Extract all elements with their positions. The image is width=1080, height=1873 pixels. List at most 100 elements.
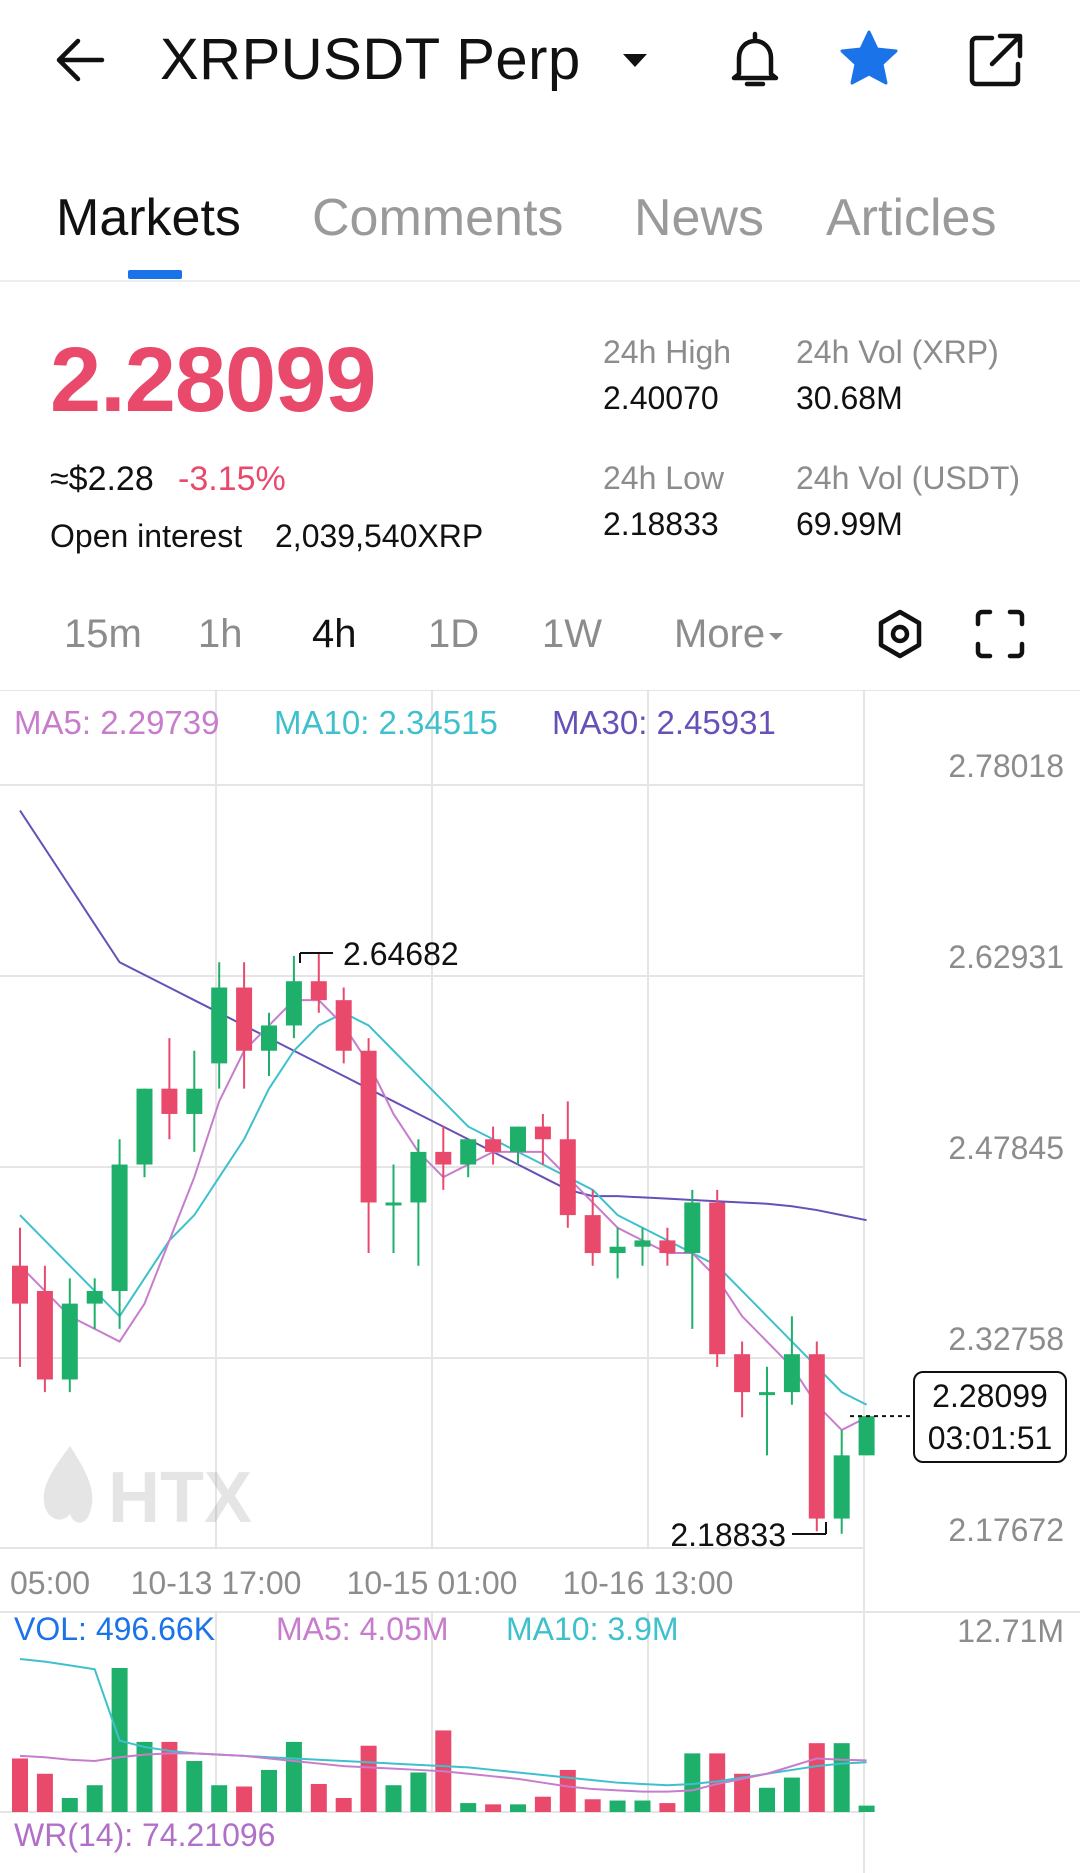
wr-legend: WR(14): 74.21096 — [14, 1817, 276, 1853]
24h-vol-xrp-label: 24h Vol (XRP) — [796, 334, 999, 370]
interval-1h[interactable]: 1h — [198, 612, 243, 656]
candle — [808, 1341, 825, 1532]
volume-bar — [211, 1785, 228, 1812]
candle-body — [734, 1354, 751, 1393]
candle — [360, 1038, 377, 1254]
candle-body — [335, 1000, 352, 1051]
candle-body — [186, 1088, 203, 1114]
24h-high-value: 2.40070 — [603, 380, 719, 416]
interval-more[interactable]: More — [674, 612, 785, 657]
candle — [236, 962, 253, 1089]
candle-body — [435, 1151, 452, 1165]
y-tick-label: 2.62931 — [948, 939, 1064, 975]
candle — [833, 1430, 850, 1534]
volume-bars — [12, 1658, 875, 1812]
candle — [186, 1050, 203, 1152]
volume-bar — [759, 1787, 775, 1812]
y-tick-label: 2.47845 — [948, 1130, 1064, 1166]
volume-bar — [833, 1743, 850, 1812]
candle — [285, 955, 302, 1039]
candle — [111, 1139, 128, 1329]
chart-settings-icon[interactable] — [874, 608, 926, 660]
24h-low-label: 24h Low — [603, 460, 724, 496]
volume-bar — [36, 1773, 53, 1812]
ma5-legend: MA5: 2.29739 — [14, 704, 220, 741]
y-tick-label: 2.17672 — [948, 1512, 1064, 1548]
24h-high-label: 24h High — [603, 334, 732, 370]
candle-body — [634, 1240, 651, 1247]
tab-news[interactable]: News — [634, 189, 765, 247]
candle — [783, 1316, 800, 1405]
candlestick-chart[interactable]: HTX 2.78018 2.62931 2.47845 2.32758 2.17… — [0, 690, 1080, 1873]
y-tick-label: 2.78018 — [948, 748, 1064, 784]
candle-body — [510, 1126, 526, 1152]
volume-bar — [161, 1741, 178, 1812]
bell-icon[interactable] — [725, 28, 785, 94]
candle — [211, 962, 228, 1089]
candle — [36, 1265, 53, 1393]
tab-markets[interactable]: Markets — [56, 189, 241, 247]
volume-bar — [858, 1805, 875, 1812]
volume-bar — [12, 1758, 28, 1812]
volume-bar — [86, 1785, 103, 1812]
caret-down-icon[interactable] — [620, 50, 650, 70]
candle — [161, 1038, 178, 1140]
volume-bar — [709, 1753, 726, 1812]
volume-bar — [659, 1803, 676, 1812]
content-tabs: Markets Comments News Articles — [0, 170, 1080, 282]
volume-bar — [584, 1799, 601, 1812]
candle — [684, 1189, 701, 1329]
candle — [634, 1227, 651, 1266]
candle-body — [584, 1215, 601, 1254]
last-price-tag[interactable]: 2.28099 03:01:51 — [913, 1371, 1067, 1463]
volume-bar — [186, 1761, 203, 1812]
candles — [12, 953, 875, 1534]
interval-15m[interactable]: 15m — [64, 612, 142, 656]
candle-body — [858, 1416, 875, 1456]
htx-watermark: HTX — [43, 1446, 252, 1538]
interval-1d[interactable]: 1D — [428, 612, 480, 656]
candle — [609, 1227, 626, 1279]
candle-body — [759, 1392, 775, 1396]
interval-1w[interactable]: 1W — [542, 612, 602, 656]
volume-bar — [136, 1741, 153, 1812]
back-arrow-icon[interactable] — [50, 30, 110, 90]
tab-comments[interactable]: Comments — [312, 189, 564, 247]
volume-ma5-legend: MA5: 4.05M — [276, 1611, 449, 1647]
open-interest-value: 2,039,540XRP — [275, 518, 484, 554]
candle — [410, 1139, 427, 1266]
candle — [659, 1227, 676, 1266]
high-marker-label: 2.64682 — [343, 936, 459, 972]
volume-ma10-legend: MA10: 3.9M — [506, 1611, 679, 1647]
volume-bar — [410, 1772, 427, 1812]
volume-bar — [285, 1741, 302, 1812]
x-tick-label: 05:00 — [10, 1565, 90, 1601]
candle-body — [111, 1164, 128, 1291]
candle — [759, 1366, 775, 1456]
volume-axis-max: 12.71M — [957, 1613, 1064, 1649]
candle-body — [460, 1139, 477, 1165]
24h-vol-usdt-label: 24h Vol (USDT) — [796, 460, 1021, 496]
interval-4h[interactable]: 4h — [312, 612, 357, 656]
tab-articles[interactable]: Articles — [826, 189, 997, 247]
interval-selector: 15m 1h 4h 1D 1W More — [0, 600, 1080, 680]
candle-body — [410, 1151, 427, 1203]
share-icon[interactable] — [966, 30, 1026, 90]
candle-body — [285, 981, 302, 1026]
candle — [335, 987, 352, 1064]
watermark-text: HTX — [108, 1458, 252, 1538]
volume-bar — [236, 1786, 253, 1812]
fullscreen-icon[interactable] — [974, 608, 1026, 660]
caret-down-icon — [769, 633, 784, 641]
interval-more-label: More — [674, 612, 766, 656]
candle — [261, 1012, 277, 1077]
candle — [435, 1126, 452, 1190]
low-marker: 2.18833 — [670, 1517, 827, 1553]
candle-body — [36, 1290, 53, 1380]
symbol-title[interactable]: XRPUSDT Perp — [160, 27, 581, 92]
candle — [559, 1101, 576, 1228]
ma10-legend: MA10: 2.34515 — [274, 704, 498, 741]
candle-countdown: 03:01:51 — [927, 1420, 1053, 1456]
candle-body — [709, 1202, 726, 1355]
star-icon[interactable] — [838, 28, 900, 90]
